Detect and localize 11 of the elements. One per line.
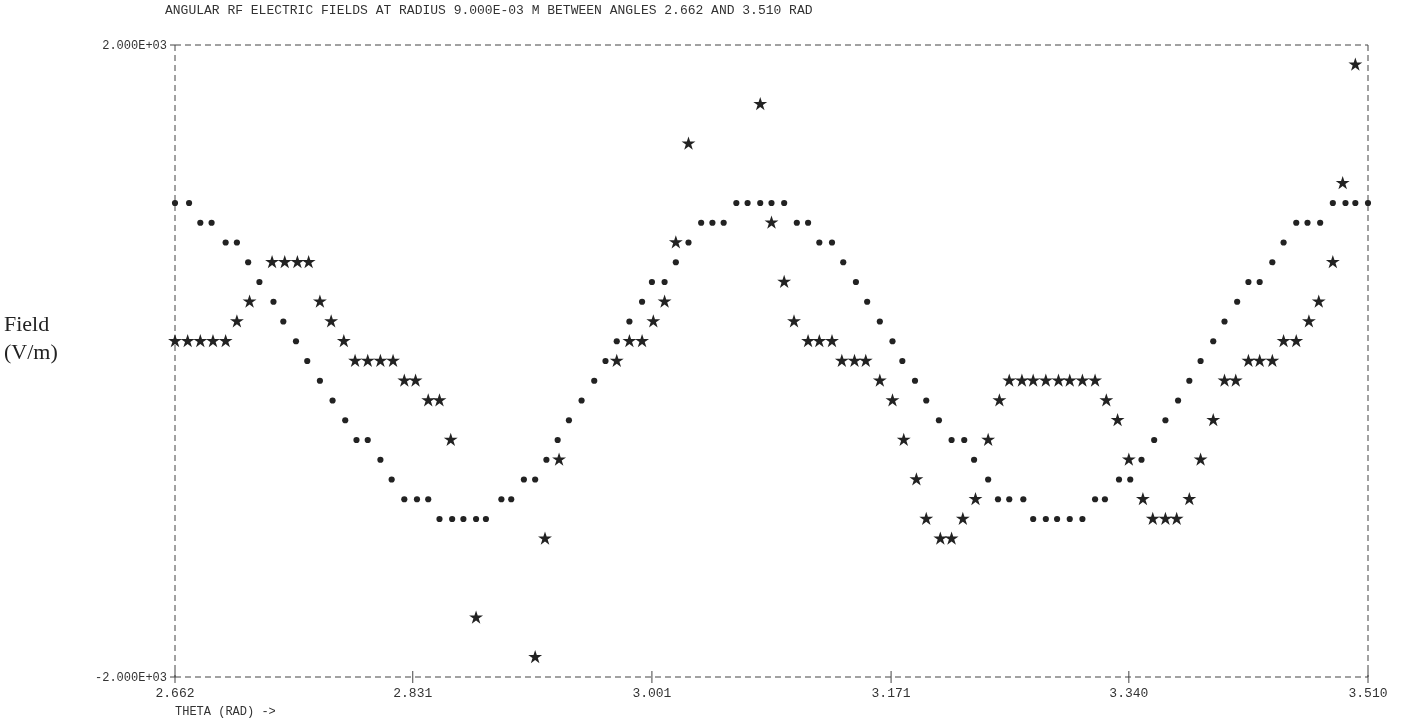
x-axis-title: THETA (RAD) -> bbox=[175, 705, 276, 719]
y-axis-title: Field (V/m) bbox=[4, 311, 58, 364]
x-tick-label: 3.510 bbox=[1348, 686, 1388, 701]
chart-title: ANGULAR RF ELECTRIC FIELDS AT RADIUS 9.000E-03 M BETWEEN ANGLES 2.662 AND 3.510 RAD bbox=[165, 3, 813, 18]
y-tick-label: 2.000E+03 bbox=[102, 39, 167, 53]
y-tick-label: -2.000E+03 bbox=[94, 671, 167, 685]
x-tick-label: 3.001 bbox=[632, 686, 672, 701]
x-tick-label: 3.171 bbox=[871, 686, 911, 701]
x-tick-label: 3.340 bbox=[1109, 686, 1149, 701]
x-tick-label: 2.831 bbox=[393, 686, 433, 701]
x-tick-label: 2.662 bbox=[155, 686, 195, 701]
